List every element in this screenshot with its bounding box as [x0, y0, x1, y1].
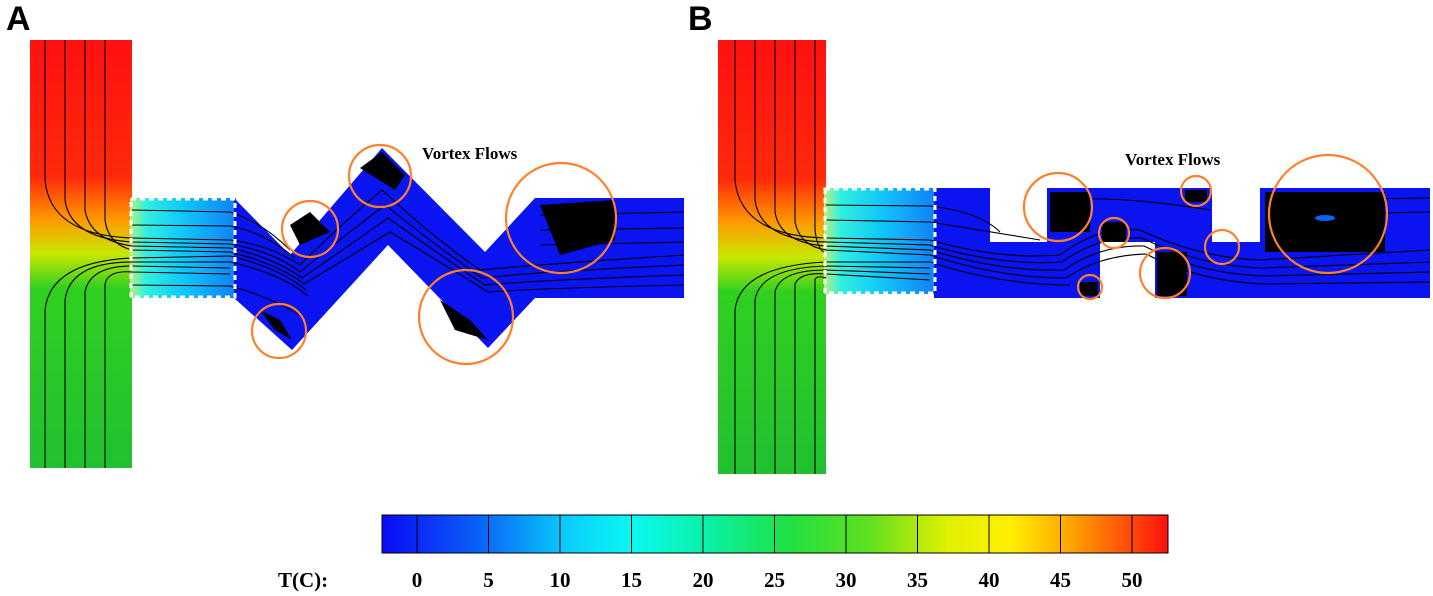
vortex-flows-label-a: Vortex Flows: [422, 144, 518, 163]
colorbar-tick-label: 0: [412, 568, 423, 592]
colorbar-title: T(C):: [278, 568, 328, 592]
colorbar-tick-label: 25: [764, 568, 785, 592]
streamlines-a: [44, 40, 685, 468]
colorbar: T(C): 0 5 10 15 20 25 30 35 40 45 50: [278, 514, 1169, 592]
vortex-circles-b: [1022, 153, 1389, 301]
vortex-center-b: [1315, 215, 1335, 221]
mixing-zone-outline: [129, 197, 237, 299]
colorbar-tick-label: 15: [621, 568, 642, 592]
vortex-circles-a: [250, 143, 618, 366]
inlet-channel: [30, 40, 132, 468]
panel-a-label: A: [6, 0, 31, 38]
zigzag-channel: [234, 148, 684, 350]
mixing-zone-outline-b: [823, 187, 937, 295]
colorbar-tick-label: 50: [1122, 568, 1143, 592]
colorbar-tick-label: 35: [907, 568, 928, 592]
colorbar-tick-label: 40: [979, 568, 1000, 592]
panel-b-label: B: [688, 0, 713, 38]
colorbar-divisions: [416, 515, 1133, 553]
mixing-chamber-b: [824, 188, 936, 294]
colorbar-tick-label: 5: [483, 568, 494, 592]
colorbar-tick-label: 20: [693, 568, 714, 592]
colorbar-tick-label: 30: [836, 568, 857, 592]
panel-b: B: [688, 0, 1431, 474]
vortex-cores-b: [1050, 190, 1385, 296]
vortex-flows-label-b: Vortex Flows: [1125, 150, 1221, 169]
colorbar-tick-labels: 0 5 10 15 20 25 30 35 40 45 50: [412, 568, 1143, 592]
panel-a: A: [6, 0, 685, 468]
inlet-channel-b: [718, 40, 826, 474]
colorbar-tick-label: 10: [550, 568, 571, 592]
colorbar-tick-label: 45: [1050, 568, 1071, 592]
